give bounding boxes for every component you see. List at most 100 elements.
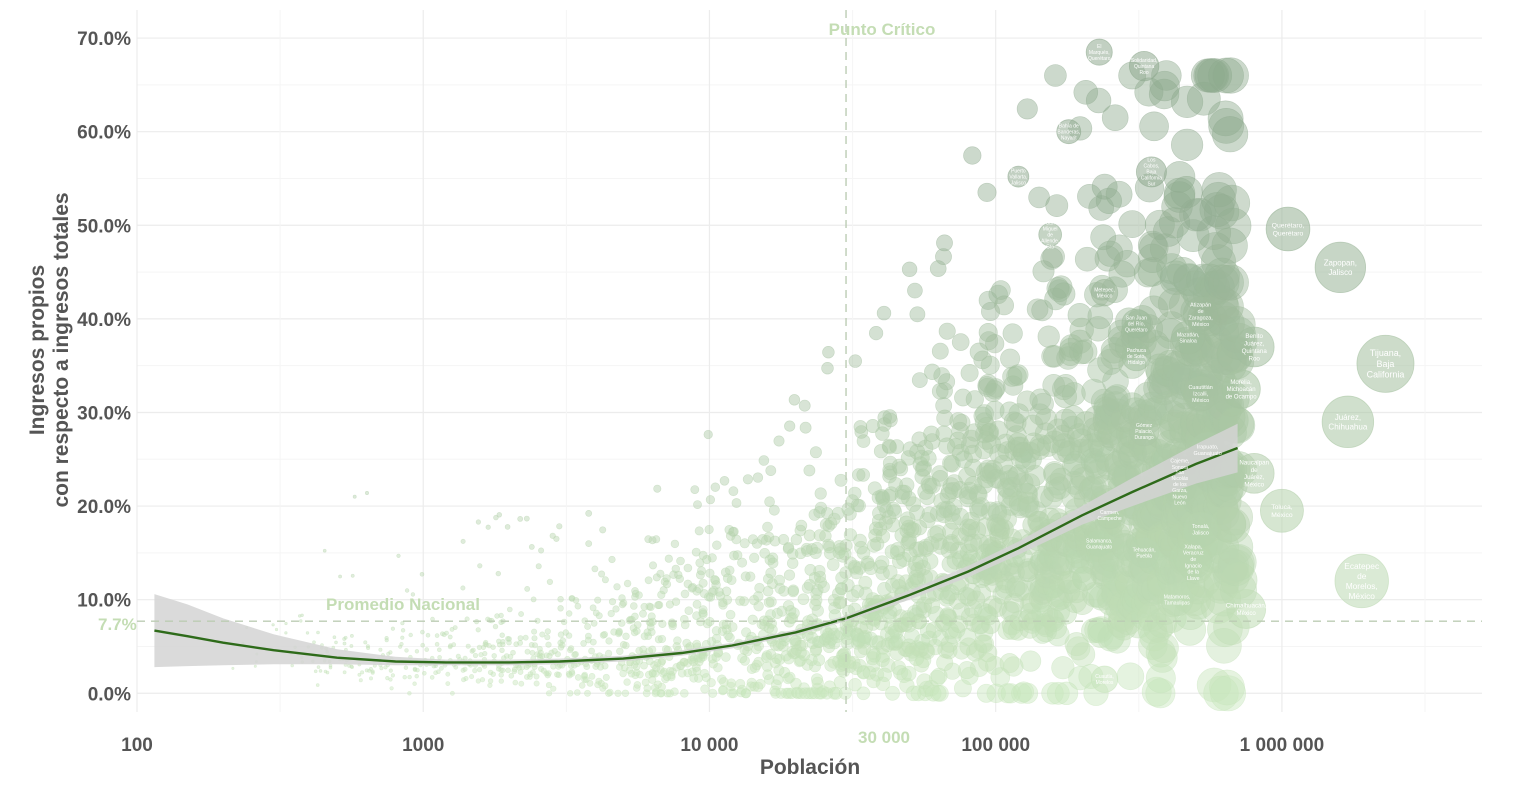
bubble bbox=[767, 557, 779, 569]
bubble-label-line: Veracruz bbox=[1183, 551, 1204, 557]
bubble bbox=[531, 642, 538, 649]
bubble bbox=[944, 512, 962, 530]
bubble bbox=[680, 589, 690, 599]
bubble bbox=[749, 662, 761, 673]
bubble bbox=[414, 649, 420, 654]
bubble bbox=[698, 652, 708, 662]
bubble-label: Matamoros, Tamaulipas bbox=[1164, 594, 1191, 606]
bubble bbox=[352, 494, 357, 499]
bubble bbox=[1090, 224, 1117, 251]
bubble bbox=[633, 681, 642, 689]
bubble bbox=[334, 640, 338, 645]
bubble bbox=[586, 679, 594, 687]
bubble bbox=[758, 455, 770, 466]
bubble bbox=[533, 673, 540, 680]
bubble bbox=[735, 678, 746, 689]
bubble bbox=[1097, 240, 1124, 267]
bubble bbox=[1192, 263, 1227, 298]
bubble bbox=[960, 363, 979, 382]
bubble bbox=[749, 552, 760, 563]
bubble bbox=[1212, 57, 1249, 94]
bubble bbox=[778, 585, 790, 597]
bubble bbox=[614, 689, 622, 697]
bubble bbox=[1104, 450, 1132, 478]
bubble bbox=[679, 688, 689, 698]
bubble bbox=[508, 672, 515, 679]
bubble bbox=[600, 630, 608, 638]
bubble bbox=[848, 354, 862, 368]
bubble bbox=[936, 654, 954, 672]
bubble bbox=[559, 641, 566, 649]
bubble bbox=[870, 536, 885, 552]
bubble bbox=[999, 401, 1020, 422]
bubble bbox=[739, 538, 750, 549]
bubble bbox=[673, 636, 682, 645]
bubble bbox=[1045, 472, 1069, 496]
bubble-label-line: Hidalgo bbox=[1128, 360, 1145, 366]
bubble bbox=[657, 682, 666, 692]
bubble-label-line: Cajeme, bbox=[1170, 459, 1189, 465]
bubble bbox=[342, 670, 347, 675]
bubble-label-line: Zaragoza, bbox=[1189, 315, 1214, 321]
bubble bbox=[843, 507, 857, 521]
bubble bbox=[795, 519, 808, 532]
bubble-label: Irapuato, Guanajuato bbox=[1193, 445, 1221, 458]
bubble bbox=[589, 604, 597, 612]
bubble bbox=[875, 426, 890, 441]
bubble bbox=[1200, 181, 1236, 217]
bubble bbox=[632, 627, 641, 635]
bubble bbox=[822, 519, 835, 533]
bubble bbox=[728, 486, 739, 497]
bubble bbox=[1018, 473, 1041, 495]
bubble bbox=[852, 499, 866, 513]
bubble bbox=[1003, 656, 1024, 677]
bubble bbox=[798, 649, 811, 662]
bubble bbox=[935, 248, 952, 266]
bubble bbox=[1011, 682, 1032, 704]
bubble bbox=[605, 637, 613, 645]
bubble bbox=[911, 431, 928, 448]
bubble bbox=[641, 678, 650, 687]
bubble bbox=[915, 460, 932, 477]
bubble bbox=[684, 606, 694, 616]
bubble bbox=[941, 622, 960, 640]
bubble bbox=[882, 468, 897, 484]
bubble bbox=[415, 667, 420, 673]
bubble bbox=[510, 649, 516, 656]
bubble bbox=[493, 514, 499, 521]
bubble bbox=[1149, 233, 1181, 264]
bubble bbox=[384, 635, 389, 641]
bubble bbox=[980, 422, 1000, 442]
bubble bbox=[1035, 408, 1058, 431]
bubble bbox=[782, 687, 795, 699]
bubble bbox=[893, 461, 909, 477]
bubble bbox=[366, 645, 371, 650]
bubble bbox=[408, 632, 413, 638]
bubble bbox=[999, 653, 1020, 674]
bubble bbox=[822, 538, 835, 552]
bubble bbox=[670, 539, 680, 549]
bubble bbox=[630, 628, 639, 637]
bubble bbox=[444, 630, 449, 636]
bubble bbox=[559, 637, 566, 644]
bubble bbox=[390, 626, 396, 631]
bubble bbox=[705, 495, 716, 505]
bubble bbox=[537, 649, 544, 656]
bubble bbox=[602, 673, 610, 681]
bubble-label-line: Tamaulipas bbox=[1164, 600, 1190, 606]
bubble-label-line: Atizapán bbox=[1190, 302, 1211, 308]
bubble bbox=[644, 576, 653, 585]
bubble bbox=[901, 261, 918, 277]
bubble bbox=[1040, 487, 1063, 510]
bubble bbox=[1073, 80, 1099, 105]
bubble bbox=[436, 669, 441, 675]
bubble bbox=[546, 578, 554, 586]
bubble bbox=[475, 519, 482, 525]
bubble bbox=[598, 570, 606, 578]
bubble bbox=[850, 584, 865, 598]
bubble bbox=[1044, 64, 1067, 87]
bubble bbox=[328, 665, 333, 670]
bubble bbox=[500, 641, 506, 648]
bubble bbox=[545, 641, 552, 648]
bubble bbox=[445, 671, 451, 677]
